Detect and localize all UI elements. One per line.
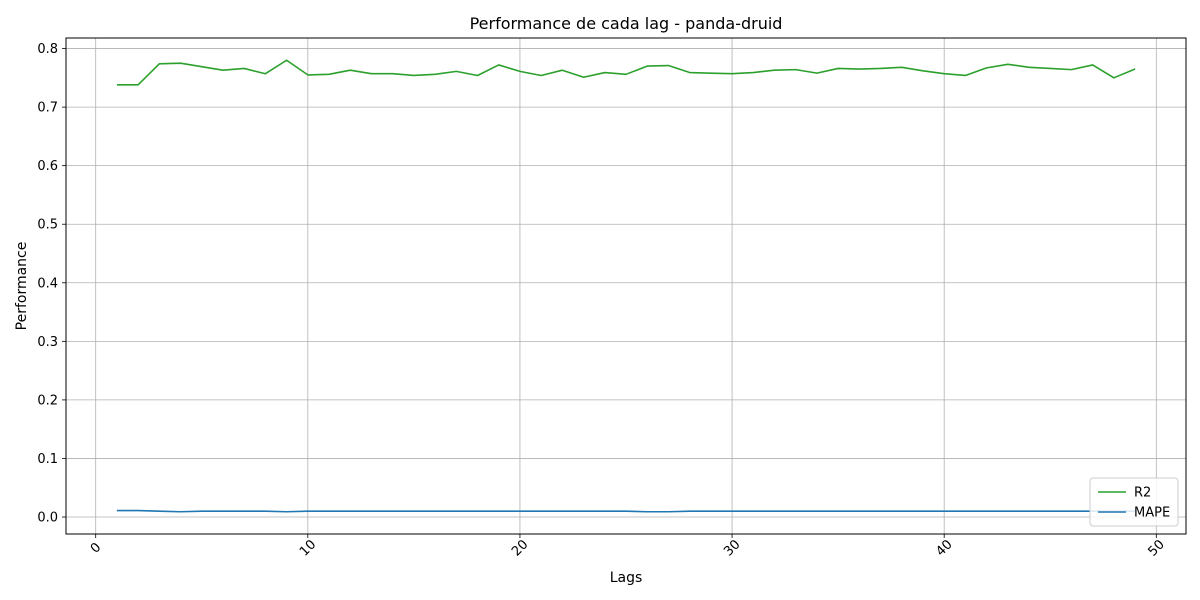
chart-title: Performance de cada lag - panda-druid [470,14,783,33]
legend-box [1089,477,1179,527]
y-tick-label: 0.3 [37,335,58,350]
plot-frame [65,37,1187,535]
series-layer [116,59,1136,513]
series-line-mape [116,509,1136,513]
y-tick-label: 0.2 [37,393,58,408]
legend-label-mape: MAPE [1134,506,1170,521]
y-axis-label: Performance [14,242,30,331]
y-tick-label: 0.4 [37,276,58,291]
y-tick-label: 0.7 [37,101,58,116]
x-axis-label: Lags [610,570,643,586]
series-line-r2 [116,59,1136,86]
y-tick-label: 0.5 [37,218,58,233]
y-tick-label: 0.6 [37,159,58,174]
legend: R2 MAPE [1089,477,1179,527]
grid [66,38,1186,534]
y-tick-label: 0.1 [37,452,58,467]
y-tick-label: 0.8 [37,42,58,57]
y-tick-label: 0.0 [37,511,58,526]
legend-label-r2: R2 [1134,486,1151,501]
